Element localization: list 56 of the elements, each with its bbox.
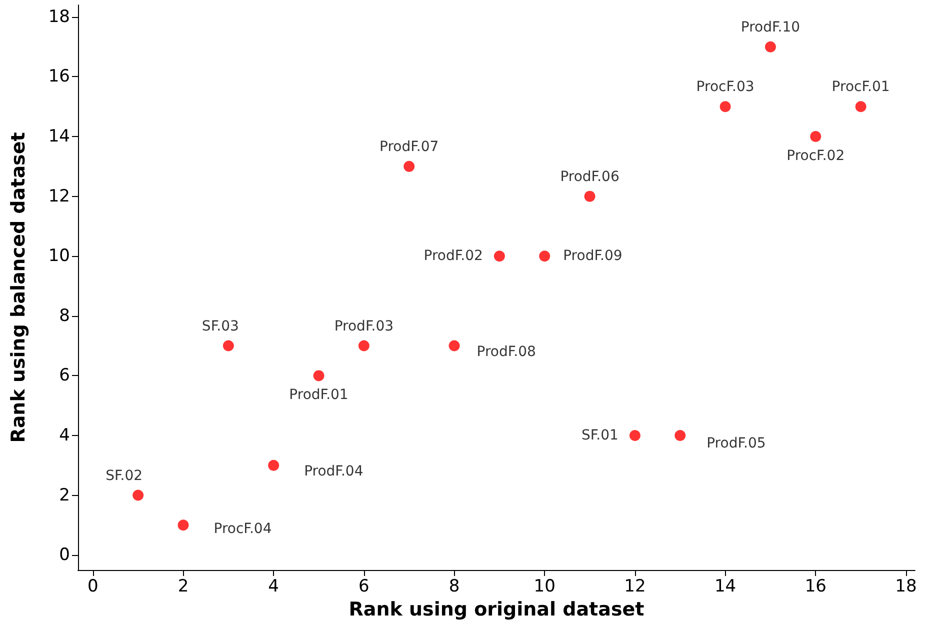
- point: [629, 430, 640, 441]
- data-label: ProdF.01: [289, 387, 348, 404]
- data-label: ProcF.04: [214, 521, 272, 538]
- data-label: ProdF.04: [304, 463, 364, 480]
- point: [674, 430, 686, 441]
- point: [358, 340, 370, 352]
- data-label: ProdF.10: [740, 19, 800, 36]
- point: [855, 101, 866, 112]
- x-tick-label: 10: [534, 576, 556, 596]
- x-tick-label: 16: [804, 576, 826, 596]
- x-tick-label: 14: [714, 576, 736, 596]
- y-tick-label: 8: [59, 306, 70, 326]
- data-label: ProdF.03: [334, 318, 394, 334]
- point: [178, 520, 189, 531]
- point: [268, 460, 280, 471]
- point: [720, 101, 731, 112]
- data-label: ProdF.06: [560, 168, 620, 185]
- y-axis-title: Rank using balanced dataset: [8, 132, 30, 443]
- data-label: ProcF.01: [832, 79, 890, 96]
- point: [539, 250, 550, 262]
- x-tick-label: 0: [87, 576, 98, 596]
- data-label: SF.02: [106, 468, 143, 484]
- data-label: ProdF.08: [476, 344, 536, 360]
- data-label: SF.03: [202, 318, 239, 334]
- point: [448, 340, 460, 352]
- y-tick-label: 6: [59, 366, 70, 386]
- x-tick-label: 18: [895, 576, 917, 596]
- data-label: ProdF.05: [706, 435, 766, 452]
- point: [810, 131, 822, 142]
- point: [222, 340, 234, 352]
- point: [404, 160, 415, 172]
- y-tick-label: 2: [59, 485, 70, 506]
- y-tick-label: 0: [59, 545, 70, 566]
- point: [313, 370, 324, 382]
- x-tick-label: 8: [448, 576, 460, 596]
- y-tick-label: 10: [48, 246, 70, 266]
- data-label: ProdF.09: [563, 248, 622, 264]
- data-label: ProdF.07: [380, 138, 439, 155]
- point: [584, 190, 596, 202]
- point: [132, 490, 144, 501]
- x-tick-label: 4: [268, 576, 279, 596]
- x-tick-label: 6: [358, 576, 370, 596]
- x-tick-label: 12: [624, 576, 646, 596]
- y-tick-label: 16: [48, 66, 70, 87]
- data-label: ProcF.03: [696, 79, 754, 96]
- point: [494, 250, 505, 262]
- x-axis-title: Rank using original dataset: [348, 598, 644, 620]
- x-tick-label: 2: [178, 576, 189, 596]
- y-tick-label: 18: [48, 6, 70, 27]
- y-tick-label: 12: [48, 186, 70, 206]
- y-tick-label: 14: [48, 126, 70, 147]
- data-label: ProdF.02: [424, 248, 483, 264]
- point: [764, 41, 776, 52]
- data-label: SF.01: [581, 427, 618, 444]
- y-tick-label: 4: [59, 425, 70, 446]
- data-label: ProcF.02: [786, 148, 845, 164]
